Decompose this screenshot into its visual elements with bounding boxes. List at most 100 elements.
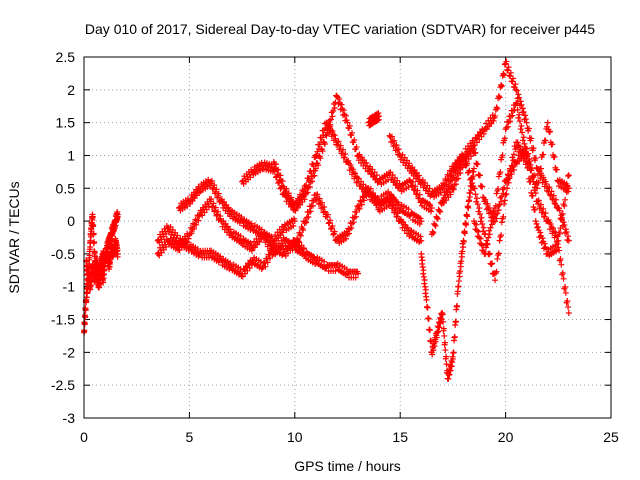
data-point xyxy=(319,148,326,155)
data-point xyxy=(497,169,504,176)
data-point xyxy=(555,237,562,244)
data-point xyxy=(419,257,426,264)
data-point xyxy=(519,129,526,136)
data-point xyxy=(367,188,374,195)
y-tick-label: 1 xyxy=(67,147,75,163)
data-point xyxy=(300,246,307,253)
data-point xyxy=(479,183,486,190)
data-point xyxy=(483,244,490,251)
data-point xyxy=(388,197,395,204)
data-point xyxy=(565,237,572,244)
data-point xyxy=(185,235,192,242)
data-point xyxy=(391,137,398,144)
axes: 0 5 10 15 20 25 -3 -2.5 -2 -1.5 -1 -0.5 0 0.5 1 1.5 2 2.5 xyxy=(51,49,619,445)
data-point xyxy=(332,135,339,142)
data-point xyxy=(358,198,365,205)
data-point xyxy=(532,218,539,225)
data-point xyxy=(340,107,347,114)
data-point xyxy=(210,200,217,207)
data-point xyxy=(353,209,360,216)
data-point xyxy=(342,112,349,119)
data-point xyxy=(514,139,521,146)
data-point xyxy=(528,167,535,174)
data-point xyxy=(86,252,93,259)
data-point xyxy=(193,221,200,228)
data-point xyxy=(479,221,486,228)
data-point xyxy=(552,200,559,207)
data-point xyxy=(414,187,421,194)
data-point xyxy=(430,229,437,236)
data-point xyxy=(482,196,489,203)
series-s14 xyxy=(439,144,572,245)
data-point xyxy=(544,119,551,126)
data-point xyxy=(429,228,436,235)
data-point xyxy=(494,255,501,262)
data-point xyxy=(492,277,499,284)
data-point xyxy=(114,250,121,257)
data-point xyxy=(369,193,376,200)
data-point xyxy=(562,226,569,233)
data-point xyxy=(495,93,502,100)
data-point xyxy=(565,172,572,179)
data-point xyxy=(513,99,520,106)
data-point xyxy=(504,179,511,186)
data-point xyxy=(376,113,383,120)
data-point xyxy=(293,244,300,251)
data-point xyxy=(556,207,563,214)
data-point xyxy=(509,163,516,170)
data-point xyxy=(266,255,273,262)
data-point xyxy=(389,205,396,212)
data-point xyxy=(498,81,505,88)
x-tick-label: 0 xyxy=(80,429,88,445)
data-point xyxy=(327,217,334,224)
data-point xyxy=(363,193,370,200)
data-point xyxy=(163,243,170,250)
data-point xyxy=(547,191,554,198)
y-tick-label: -1.5 xyxy=(51,312,75,328)
data-point xyxy=(227,226,234,233)
data-point xyxy=(395,146,402,153)
data-point xyxy=(507,73,514,80)
data-point xyxy=(551,200,558,207)
data-point xyxy=(352,170,359,177)
data-point xyxy=(269,241,276,248)
data-point xyxy=(498,83,505,90)
data-point xyxy=(537,165,544,172)
data-point xyxy=(546,184,553,191)
data-point xyxy=(565,233,572,240)
data-point xyxy=(312,257,319,264)
y-tick-label: 0.5 xyxy=(56,180,76,196)
data-point xyxy=(539,235,546,242)
data-point xyxy=(426,185,433,192)
data-point xyxy=(321,203,328,210)
data-point xyxy=(358,201,365,208)
data-point xyxy=(471,185,478,192)
data-point xyxy=(498,232,505,239)
data-point xyxy=(332,99,339,106)
data-point xyxy=(305,213,312,220)
data-point xyxy=(423,296,430,303)
data-point xyxy=(325,220,332,227)
data-point xyxy=(504,67,511,74)
data-point xyxy=(346,230,353,237)
data-point xyxy=(322,265,329,272)
data-point xyxy=(518,101,525,108)
data-point xyxy=(553,166,560,173)
data-point xyxy=(321,141,328,148)
data-points xyxy=(81,58,572,382)
data-point xyxy=(494,210,501,217)
data-point xyxy=(347,162,354,169)
data-point xyxy=(277,172,284,179)
data-point xyxy=(86,260,93,267)
data-point xyxy=(392,205,399,212)
data-point xyxy=(516,143,523,150)
data-point xyxy=(283,185,290,192)
data-point xyxy=(486,231,493,238)
data-point xyxy=(360,194,367,201)
data-point xyxy=(525,150,532,157)
data-point xyxy=(493,215,500,222)
data-point xyxy=(473,195,480,202)
data-point xyxy=(564,182,571,189)
data-point xyxy=(545,216,552,223)
data-point xyxy=(562,196,569,203)
